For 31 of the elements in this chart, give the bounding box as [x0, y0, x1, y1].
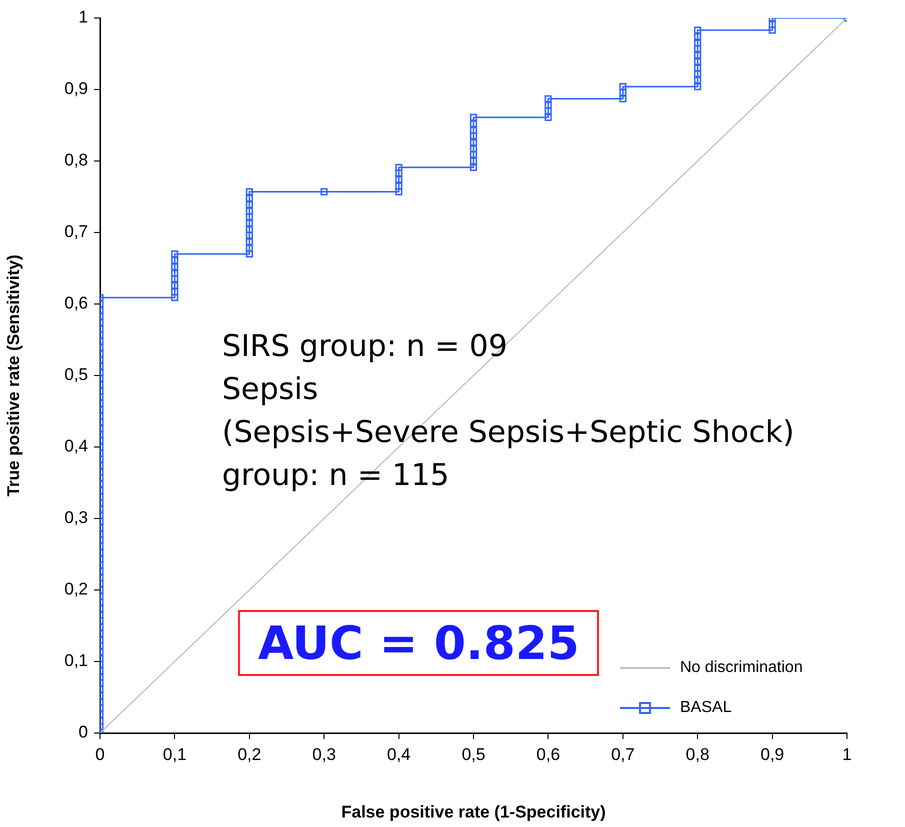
annotation: (Sepsis+Severe Sepsis+Septic Shock) — [222, 414, 794, 452]
y-tick-label: 0,8 — [64, 150, 88, 170]
annotation: group: n = 115 — [222, 457, 450, 495]
x-tick-label: 0,5 — [462, 744, 486, 764]
x-tick-label: 0,3 — [312, 744, 336, 764]
y-tick-label: 0,3 — [64, 508, 88, 528]
x-tick-label: 0,9 — [760, 744, 784, 764]
x-tick-label: 0,4 — [386, 744, 411, 764]
y-tick-label: 0,2 — [64, 580, 88, 599]
x-tick-label: 0,7 — [611, 744, 635, 764]
x-axis-title: False positive rate (1-Specificity) — [341, 802, 606, 822]
x-tick-label: 0,2 — [238, 744, 262, 764]
legend-label: No discrimination — [680, 659, 803, 677]
annotation: Sepsis — [222, 371, 320, 409]
annotation: SIRS group: n = 09 — [222, 328, 508, 366]
x-tick-label: 0,8 — [686, 744, 710, 764]
x-tick-label: 0,1 — [162, 744, 187, 764]
y-tick-label: 0,1 — [64, 651, 88, 670]
y-tick-label: 0,4 — [64, 436, 88, 456]
annotation: AUC = 0.825 — [238, 610, 600, 676]
y-tick-label: 0,5 — [64, 365, 88, 384]
y-tick-label: 1 — [78, 8, 88, 27]
y-tick-label: 0,9 — [64, 79, 88, 98]
x-tick-label: 0,6 — [536, 744, 560, 764]
legend-label: BASAL — [680, 699, 732, 717]
y-tick-label: 0,6 — [64, 294, 88, 313]
x-tick-label: 0 — [95, 744, 105, 764]
y-tick-label: 0,7 — [64, 222, 88, 242]
y-tick-label: 0 — [78, 722, 88, 742]
y-axis-title: True positive rate (Sensitivity) — [4, 254, 23, 496]
x-tick-label: 1 — [842, 744, 852, 764]
